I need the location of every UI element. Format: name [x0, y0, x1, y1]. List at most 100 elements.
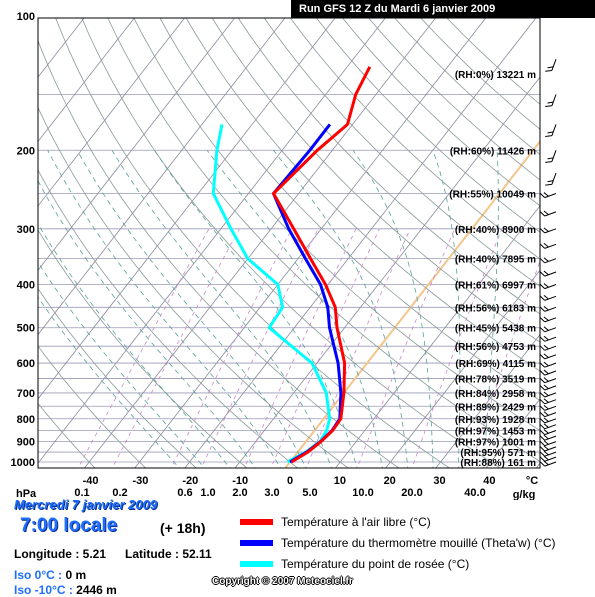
wind-barb	[540, 253, 556, 264]
mixing-ratio-tick-label: 2.0	[232, 487, 247, 499]
level-label: (RH:78%) 3519 m	[455, 375, 536, 386]
iso10-row: Iso -10°C : 2446 m	[14, 583, 117, 597]
isotherm	[32, 0, 403, 471]
temperature-tick-label: -40	[83, 475, 99, 487]
dry-adiabat	[22, 0, 404, 471]
level-label: (RH:84%) 2958 m	[455, 389, 536, 400]
level-label: (RH:97%) 1453 m	[455, 427, 536, 438]
iso0-value: 0 m	[65, 568, 86, 582]
temperature-tick-label: 30	[433, 475, 445, 487]
level-label: (RH:61%) 6997 m	[455, 281, 536, 292]
temperature-tick-label: 0	[287, 475, 293, 487]
temperature-tick-label: 10	[334, 475, 346, 487]
mixing-ratio-tick-label: 1.0	[200, 487, 215, 499]
moist-adiabat	[77, 150, 308, 471]
mixing-ratio-tick-label: 5.0	[302, 487, 317, 499]
legend-item-wet-bulb: Température du thermomètre mouillé (Thet…	[240, 534, 556, 552]
iso0-label: Iso 0°C :	[14, 568, 65, 582]
mixing-ratio-tick-label: 0.6	[177, 487, 192, 499]
forecast-offset: (+ 18h)	[160, 520, 206, 536]
temperature-tick-label: -30	[133, 475, 149, 487]
level-label: (RH:56%) 6183 m	[455, 303, 536, 314]
wind-barb	[540, 357, 556, 368]
wind-barb	[545, 92, 556, 108]
dry-adiabat	[0, 0, 353, 471]
isotherm	[0, 0, 1, 471]
wind-barb	[540, 373, 556, 384]
iso0-row: Iso 0°C : 0 m	[14, 568, 86, 582]
wind-barb	[540, 279, 556, 290]
pressure-tick-label: 200	[17, 145, 35, 157]
legend-swatch-blue	[240, 540, 273, 546]
isotherm	[82, 0, 453, 471]
legend-swatch-red	[240, 519, 273, 525]
wind-barb	[545, 171, 556, 187]
dry-adiabat	[0, 0, 98, 471]
mixing-ratio-tick-label: 20.0	[401, 487, 422, 499]
legend-swatch-cyan	[240, 561, 273, 567]
dry-adiabat	[48, 0, 455, 471]
isotherm	[132, 0, 503, 471]
plot-frame	[38, 18, 540, 468]
mixing-ratio-tick-label: 40.0	[464, 487, 485, 499]
wind-barb	[540, 322, 556, 333]
wind-barb	[540, 312, 556, 323]
level-label: (RH:69%) 4115 m	[455, 359, 536, 370]
forecast-date: Mercredi 7 janvier 2009	[14, 497, 157, 512]
moist-adiabat	[273, 150, 408, 471]
wind-barb	[540, 302, 556, 313]
mixing-ratio-tick-label: 3.0	[264, 487, 279, 499]
isotherm	[0, 0, 353, 471]
isotherm	[232, 0, 595, 471]
mixing-ratio-line	[305, 229, 411, 472]
mixing-ratio-line	[111, 229, 240, 472]
wind-barb	[540, 206, 556, 217]
wind-barb	[540, 332, 556, 343]
pressure-tick-label: 300	[17, 224, 35, 236]
temperature-tick-label: 20	[384, 475, 396, 487]
dry-adiabat	[249, 0, 595, 471]
level-label: (RH:89%) 2429 m	[455, 402, 536, 413]
wind-barb	[545, 122, 556, 138]
level-label: (RH:0%) 13221 m	[455, 70, 536, 81]
level-label: (RH:56%) 4753 m	[455, 342, 536, 353]
temperature-tick-label: -10	[232, 475, 248, 487]
copyright: Copyright © 2007 Meteociel.fr	[212, 576, 353, 587]
level-label: (RH:45%) 5438 m	[455, 324, 536, 335]
isotherm	[534, 0, 595, 471]
skew-t-chart: 1002003004005006007008009001000-40-30-20…	[0, 0, 595, 500]
level-label: (RH:93%) 1928 m	[455, 415, 536, 426]
iso10-label: Iso -10°C :	[14, 583, 76, 597]
latitude-label: Latitude : 52.11	[125, 547, 212, 561]
legend-item-temperature: Température à l'air libre (°C)	[240, 513, 431, 531]
temperature-tick-label: 40	[483, 475, 495, 487]
legend-label: Température à l'air libre (°C)	[281, 515, 431, 529]
pressure-tick-label: 100	[17, 11, 35, 23]
mixing-ratio-line	[200, 229, 319, 472]
wind-barb	[545, 57, 556, 73]
pressure-tick-label: 500	[17, 323, 35, 335]
temperature-tick-label: -20	[182, 475, 198, 487]
pressure-tick-label: 400	[17, 280, 35, 292]
pressure-tick-label: 900	[17, 437, 35, 449]
wind-barb	[540, 341, 556, 352]
level-label: (RH:55%) 10049 m	[449, 189, 536, 200]
longitude-label: Longitude : 5.21	[14, 547, 106, 561]
level-label: (RH:97%) 1001 m	[455, 438, 536, 449]
temperature-unit-label: °C	[526, 475, 538, 487]
legend-label: Température du point de rosée (°C)	[281, 557, 469, 571]
wind-barb	[540, 266, 556, 277]
moist-adiabat	[22, 150, 257, 471]
level-label: (RH:60%) 11426 m	[450, 146, 536, 157]
wind-barb	[545, 148, 556, 164]
iso10-value: 2446 m	[76, 583, 117, 597]
pressure-tick-label: 800	[17, 414, 35, 426]
pressure-tick-label: 600	[17, 358, 35, 370]
wind-barb	[540, 291, 556, 302]
dry-adiabat	[224, 0, 595, 471]
wind-barb	[540, 188, 556, 199]
level-label: (RH:40%) 7895 m	[455, 255, 536, 266]
level-label: (RH:88%) 161 m	[460, 458, 536, 469]
wind-barb	[540, 223, 556, 234]
